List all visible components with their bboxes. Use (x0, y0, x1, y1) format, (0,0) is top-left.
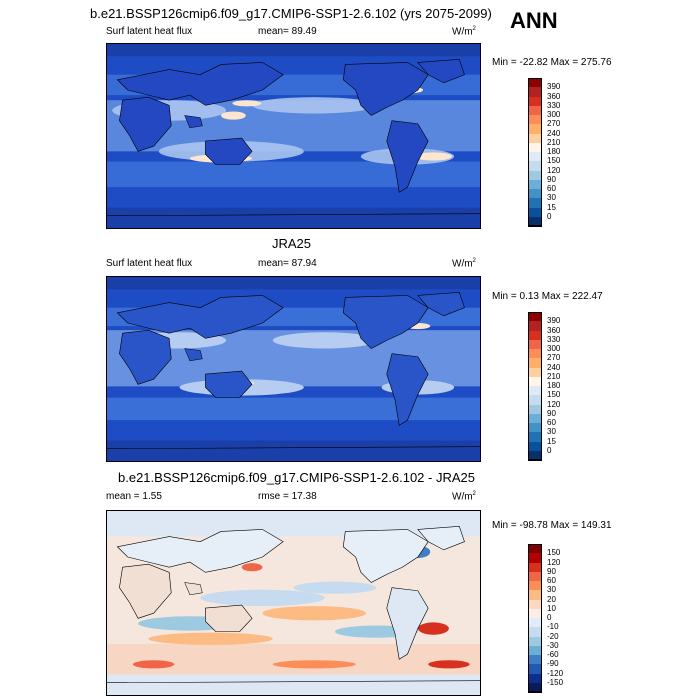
colorbar-label: 390 (547, 82, 561, 92)
colorbar-label: 270 (547, 353, 561, 363)
panel3-rmse-label: rmse = 17.38 (258, 491, 317, 502)
colorbar-label: 90 (547, 566, 556, 576)
colorbar-label: -120 (547, 668, 564, 678)
colorbar-label: 210 (547, 371, 561, 381)
colorbar-swatch (528, 216, 542, 227)
panel2-minmax: Min = 0.13 Max = 222.47 (492, 291, 603, 302)
panel2-map (106, 276, 481, 462)
colorbar-label: 15 (547, 202, 556, 212)
panel3-map (106, 510, 481, 696)
colorbar-label: 360 (547, 91, 561, 101)
colorbar-label: 30 (547, 585, 556, 595)
colorbar-label: -30 (547, 640, 559, 650)
colorbar-frame (528, 312, 542, 460)
panel2-title: JRA25 (272, 236, 312, 251)
colorbar-frame (528, 544, 542, 692)
colorbar-label: 30 (547, 193, 556, 203)
panel3-minmax: Min = -98.78 Max = 149.31 (492, 520, 612, 531)
colorbar-label: 0 (547, 211, 552, 221)
colorbar-label: 60 (547, 184, 556, 193)
colorbar-label: 0 (547, 445, 552, 455)
colorbar-label: 90 (547, 174, 556, 184)
colorbar-label: 240 (547, 128, 561, 138)
colorbar-label: 150 (547, 548, 561, 558)
panel3-mean-label: mean = 1.55 (106, 491, 162, 502)
colorbar-label: -60 (547, 650, 559, 659)
colorbar-label: 360 (547, 325, 561, 335)
colorbar-label: 120 (547, 165, 561, 175)
panel2-map-svg (107, 277, 480, 461)
colorbar-label: 60 (547, 418, 556, 427)
colorbar-label: 300 (547, 110, 561, 119)
panel3-units: W/m2 (452, 491, 476, 503)
colorbar-label: 15 (547, 436, 556, 446)
colorbar-label: -20 (547, 631, 559, 641)
panel3-map-svg (107, 511, 480, 695)
panel1-map (106, 43, 481, 229)
colorbar-label: 330 (547, 334, 561, 344)
colorbar-label: 90 (547, 408, 556, 418)
colorbar-label: -150 (547, 677, 564, 687)
panel1-variable-label: Surf latent heat flux (106, 26, 193, 37)
colorbar-label: 240 (547, 362, 561, 372)
colorbar-label: 270 (547, 119, 561, 129)
colorbar-label: 120 (547, 399, 561, 409)
colorbar-label: 390 (547, 316, 561, 326)
colorbar-label: 330 (547, 100, 561, 110)
colorbar-label: 60 (547, 576, 556, 585)
colorbar-swatch (528, 682, 542, 693)
panel2-mean-label: mean= 87.94 (258, 258, 317, 269)
panel1-map-svg (107, 44, 480, 228)
colorbar-label: -10 (547, 622, 559, 632)
panel1-units: W/m2 (452, 26, 476, 38)
season-label: ANN (510, 8, 558, 33)
panel2-units: W/m2 (452, 258, 476, 270)
colorbar-swatch (528, 450, 542, 461)
colorbar-label: 150 (547, 390, 561, 400)
colorbar-label: 30 (547, 427, 556, 437)
colorbar-label: 300 (547, 344, 561, 353)
panel1-colorbar: 390 360 330 300 270 240 210 180 150 120 90 60 30 15 0 (528, 78, 588, 227)
colorbar-frame (528, 78, 542, 226)
panel2-colorbar: 390 360 330 300 270 240 210 180 150 120 90 60 30 15 0 (528, 312, 588, 461)
colorbar-label: 120 (547, 557, 561, 567)
colorbar-label: -90 (547, 659, 559, 669)
colorbar-label: 150 (547, 156, 561, 166)
colorbar-label: 10 (547, 603, 556, 613)
panel1-mean-label: mean= 89.49 (258, 26, 317, 37)
panel3-colorbar: 150 120 90 60 30 20 10 0 -10 -20 -30 -60 -90 -120 -150 (528, 544, 588, 693)
colorbar-label: 180 (547, 147, 561, 156)
colorbar-label: 180 (547, 381, 561, 390)
colorbar-label: 0 (547, 613, 552, 622)
panel3-title: b.e21.BSSP126cmip6.f09_g17.CMIP6-SSP1-2.… (118, 470, 475, 485)
panel2-variable-label: Surf latent heat flux (106, 258, 193, 269)
colorbar-label: 20 (547, 594, 556, 604)
colorbar-label: 210 (547, 137, 561, 147)
panel1-title: b.e21.BSSP126cmip6.f09_g17.CMIP6-SSP1-2.… (90, 6, 492, 21)
panel1-minmax: Min = -22.82 Max = 275.76 (492, 57, 612, 68)
